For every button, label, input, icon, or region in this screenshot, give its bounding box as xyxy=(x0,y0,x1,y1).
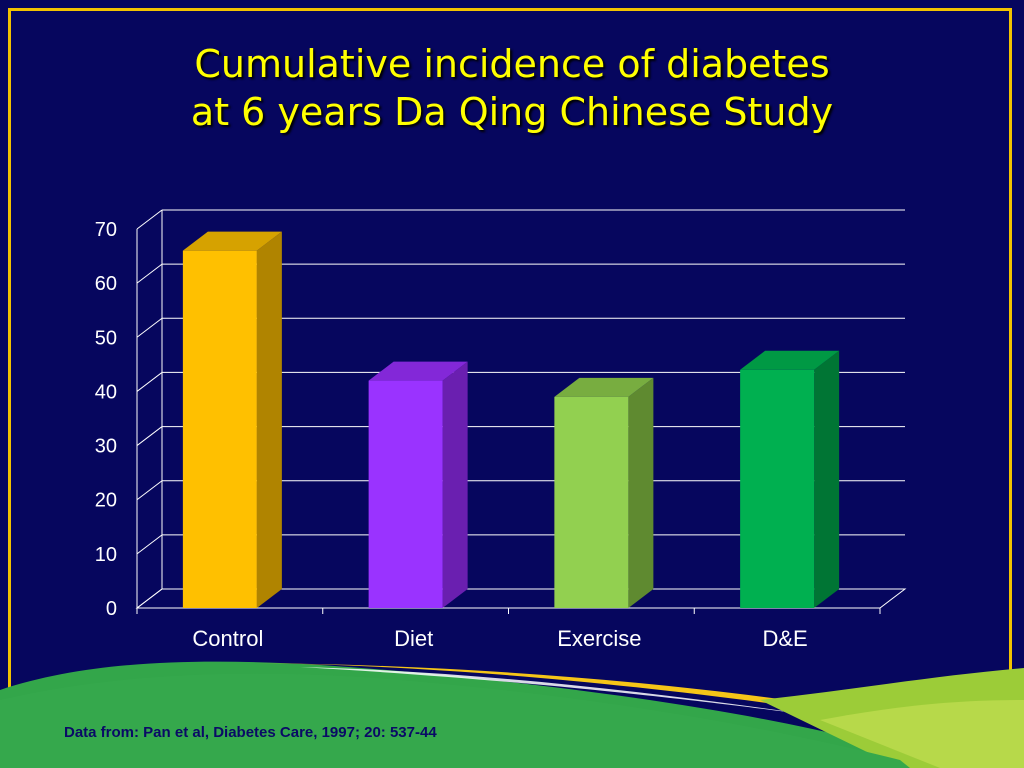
bar-front xyxy=(554,396,629,608)
grid-connector-20 xyxy=(136,480,163,501)
y-tick-label-70: 70 xyxy=(95,219,117,241)
bar-exercise xyxy=(554,377,654,608)
bar-d-e xyxy=(740,350,840,608)
grid-connector-70 xyxy=(136,209,163,230)
grid-connector-50 xyxy=(136,317,163,338)
bar-control xyxy=(182,231,282,608)
y-tick-label-20: 20 xyxy=(95,490,117,512)
bar-top xyxy=(368,361,468,381)
x-tick-label-1: Diet xyxy=(394,626,433,651)
bar-side xyxy=(256,231,282,608)
data-source-footnote: Data from: Pan et al, Diabetes Care, 199… xyxy=(64,724,437,741)
title-line-2: at 6 years Da Qing Chinese Study xyxy=(190,90,834,134)
title-line-1: Cumulative incidence of diabetes xyxy=(194,42,830,86)
bar-side xyxy=(628,377,654,608)
y-tick-label-60: 60 xyxy=(95,273,117,295)
bar-front xyxy=(740,369,815,608)
x-tick-label-0: Control xyxy=(192,626,263,651)
y-tick-label-50: 50 xyxy=(95,327,117,349)
y-tick-label-10: 10 xyxy=(95,544,117,566)
y-tick-label-0: 0 xyxy=(106,598,117,620)
bar-top xyxy=(740,350,840,370)
bar-top xyxy=(182,231,282,251)
grid-connector-10 xyxy=(136,534,163,555)
bar-top xyxy=(554,377,654,397)
bar-diet xyxy=(368,361,468,608)
slide-title: Cumulative incidence of diabetes at 6 ye… xyxy=(0,40,1024,136)
bar-side xyxy=(442,361,468,608)
grid-connector-40 xyxy=(136,372,163,392)
x-tick-label-2: Exercise xyxy=(557,626,641,651)
bar-front xyxy=(182,250,257,608)
chart-floor xyxy=(135,588,907,609)
x-tick-label-3: D&E xyxy=(763,626,808,651)
bar-front xyxy=(368,380,443,608)
grid-connector-30 xyxy=(136,426,163,446)
y-tick-label-40: 40 xyxy=(95,381,117,403)
bar-side xyxy=(814,350,840,608)
y-tick-label-30: 30 xyxy=(95,436,117,458)
grid-connector-60 xyxy=(136,263,163,284)
